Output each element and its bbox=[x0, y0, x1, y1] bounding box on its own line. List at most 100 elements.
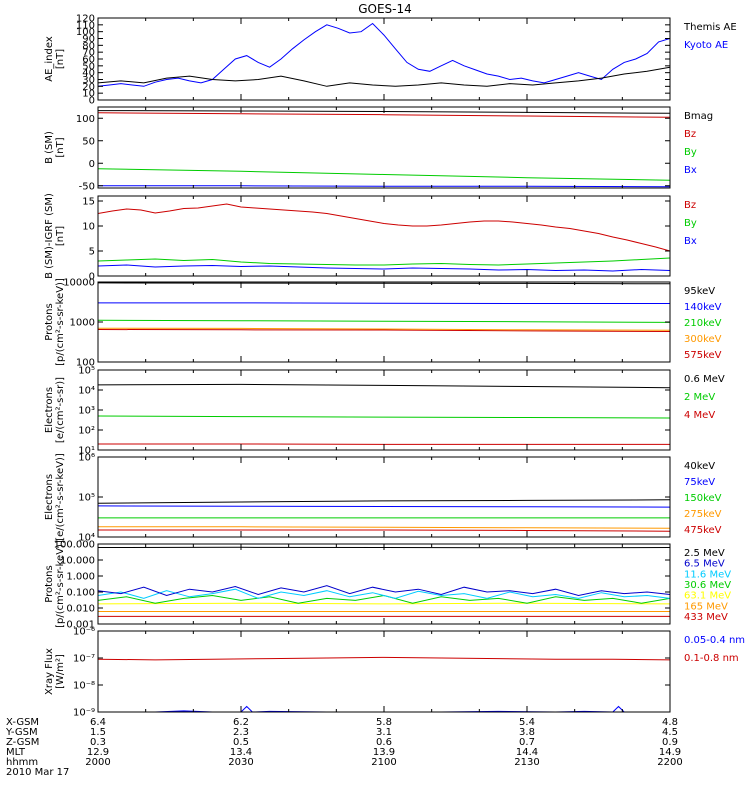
y-tick-label: 0.001 bbox=[66, 620, 95, 631]
y-tick-label: 70 bbox=[82, 48, 95, 59]
y-tick-label: 90 bbox=[82, 34, 95, 45]
panel-bfield: -50 0 50 100 B (SM) [nT] Bmag Bz By Bx bbox=[44, 106, 713, 192]
legend-entry: By bbox=[684, 147, 697, 158]
y-tick-label: 110 bbox=[76, 20, 95, 31]
panel-electrons1: 10¹ 10² 10³ 10⁴ 10⁵ Electrons [e/(cm²-s-sr)] 0.… bbox=[44, 366, 725, 457]
ephemeris-value: 2000 bbox=[85, 757, 110, 768]
y-tick-label: 20 bbox=[82, 82, 95, 93]
y-axis-label: [nT] bbox=[55, 226, 66, 246]
legend-entry: By bbox=[684, 218, 697, 229]
ephemeris-value: 0.7 bbox=[519, 737, 535, 748]
ephemeris-row-label: Z-GSM bbox=[6, 737, 39, 748]
ephemeris-value: 14.9 bbox=[659, 747, 681, 758]
legend-entry: Bz bbox=[684, 129, 696, 140]
y-tick-label: 10³ bbox=[78, 406, 95, 417]
series-line-protons1-1 bbox=[98, 327, 670, 331]
chart-title: GOES-14 bbox=[358, 2, 412, 16]
y-tick-label: 10² bbox=[78, 426, 95, 437]
legend-entry: 30.6 MeV bbox=[684, 580, 731, 591]
y-tick-label: 10.000 bbox=[60, 556, 95, 567]
ephemeris-value: 4.5 bbox=[662, 727, 678, 738]
y-tick-label: 10⁶ bbox=[78, 453, 95, 464]
ephemeris-value: 2130 bbox=[514, 757, 539, 768]
y-tick-label: 10⁻⁷ bbox=[73, 654, 95, 665]
series-line-bfield-1 bbox=[98, 168, 670, 181]
ephemeris-value: 5.4 bbox=[519, 717, 535, 728]
panel-protons1: 100 1000 10000 Protons [p/(cm²-s-sr-keV)] 95k… bbox=[44, 278, 722, 369]
series-line-bdiff-2 bbox=[98, 203, 670, 252]
legend-entry: Themis AE bbox=[683, 22, 737, 33]
legend-entry: 40keV bbox=[684, 461, 715, 472]
series-line-bdiff-1 bbox=[98, 257, 670, 266]
y-axis-label: [e/(cm²-s-sr-keV)] bbox=[55, 453, 66, 541]
y-tick-label: 100 bbox=[76, 114, 95, 125]
series-line-electrons1-1 bbox=[98, 415, 670, 419]
y-axis-label: Protons bbox=[44, 303, 55, 340]
y-axis-label: Electrons bbox=[44, 474, 55, 520]
legend-entry: 6.5 MeV bbox=[684, 559, 725, 570]
y-tick-label: 100.000 bbox=[54, 540, 95, 551]
ephemeris-value: 0.3 bbox=[90, 737, 106, 748]
y-axis-label: [nT] bbox=[55, 137, 66, 157]
panel-frame bbox=[97, 17, 671, 101]
y-tick-label: -50 bbox=[79, 181, 95, 192]
y-tick-label: 10⁵ bbox=[78, 366, 95, 377]
ephemeris-value: 6.4 bbox=[90, 717, 106, 728]
series-line-ae-1 bbox=[98, 66, 670, 87]
y-tick-label: 0 bbox=[89, 272, 95, 283]
ephemeris-value: 5.8 bbox=[376, 717, 392, 728]
panel-electrons2: 10⁴ 10⁵ 10⁶ Electrons [e/(cm²-s-sr-keV)] 40ke… bbox=[44, 453, 722, 544]
ephemeris-value: 0.6 bbox=[376, 737, 392, 748]
legend-entry: Bx bbox=[684, 236, 697, 247]
series-line-protons1-2 bbox=[98, 319, 670, 323]
panel-frame bbox=[97, 630, 671, 713]
panel-protons2: 0.001 0.010 0.100 1.000 10.000 100.000 Protons… bbox=[44, 540, 731, 631]
series-line-electrons2-1 bbox=[98, 526, 670, 529]
y-tick-label: 10 bbox=[82, 89, 95, 100]
panel-bdiff: 0 5 10 15 B (SM)-IGRF (SM) [nT] Bz By Bx bbox=[44, 193, 697, 282]
y-tick-label: 50 bbox=[82, 136, 95, 147]
y-tick-label: 60 bbox=[82, 55, 95, 66]
legend-entry: 63.1 MeV bbox=[684, 591, 731, 602]
y-tick-label: 10⁻⁶ bbox=[73, 627, 95, 638]
legend-entry: 4 MeV bbox=[684, 410, 715, 421]
ephemeris-value: 12.9 bbox=[87, 747, 109, 758]
series-line-ae-0 bbox=[98, 22, 670, 87]
series-line-electrons2-4 bbox=[98, 499, 670, 504]
y-tick-label: 0 bbox=[89, 96, 95, 107]
ephemeris-row-label: X-GSM bbox=[6, 717, 39, 728]
y-tick-label: 15 bbox=[82, 197, 95, 208]
y-axis-label: [p/(cm²-s-sr-keV)] bbox=[55, 278, 66, 366]
y-tick-label: 10⁴ bbox=[78, 533, 95, 544]
y-axis-label: [nT] bbox=[55, 49, 66, 69]
y-tick-label: 10000 bbox=[63, 278, 95, 289]
ephemeris-row-label: MLT bbox=[6, 747, 26, 758]
y-tick-label: 5 bbox=[89, 247, 95, 258]
legend-entry: 300keV bbox=[684, 334, 722, 345]
ephemeris-table: X-GSM 6.4 6.2 5.8 5.4 4.8 Y-GSM 1.5 2.3 3.1 3.8 4.5… bbox=[5, 717, 683, 768]
panel-frame bbox=[97, 106, 671, 189]
ephemeris-value: 3.1 bbox=[376, 727, 392, 738]
y-tick-label: 10¹ bbox=[78, 446, 95, 457]
y-tick-label: 1.000 bbox=[66, 572, 95, 583]
y-tick-label: 100 bbox=[76, 358, 95, 369]
y-axis-label: [p/(cm²-s-sr-keV)] bbox=[55, 540, 66, 628]
series-line-electrons2-0 bbox=[98, 529, 670, 532]
ephemeris-value: 2030 bbox=[228, 757, 253, 768]
ephemeris-value: 14.4 bbox=[516, 747, 538, 758]
y-axis-label: Protons bbox=[44, 565, 55, 602]
legend-entry: 0.1-0.8 nm bbox=[684, 653, 739, 664]
series-line-protons2-4 bbox=[98, 588, 670, 599]
ephemeris-value: 2.3 bbox=[233, 727, 249, 738]
date-label: 2010 Mar 17 bbox=[6, 767, 69, 778]
legend-entry: 165 MeV bbox=[684, 601, 728, 612]
y-axis-label: Xray Flux bbox=[44, 648, 55, 695]
y-tick-label: 0.100 bbox=[66, 588, 95, 599]
ephemeris-value: 4.8 bbox=[662, 717, 678, 728]
ephemeris-value: 2100 bbox=[371, 757, 396, 768]
y-axis-label: [W/m²] bbox=[55, 654, 66, 689]
y-tick-label: 100 bbox=[76, 27, 95, 38]
legend-entry: Bmag bbox=[684, 111, 713, 122]
